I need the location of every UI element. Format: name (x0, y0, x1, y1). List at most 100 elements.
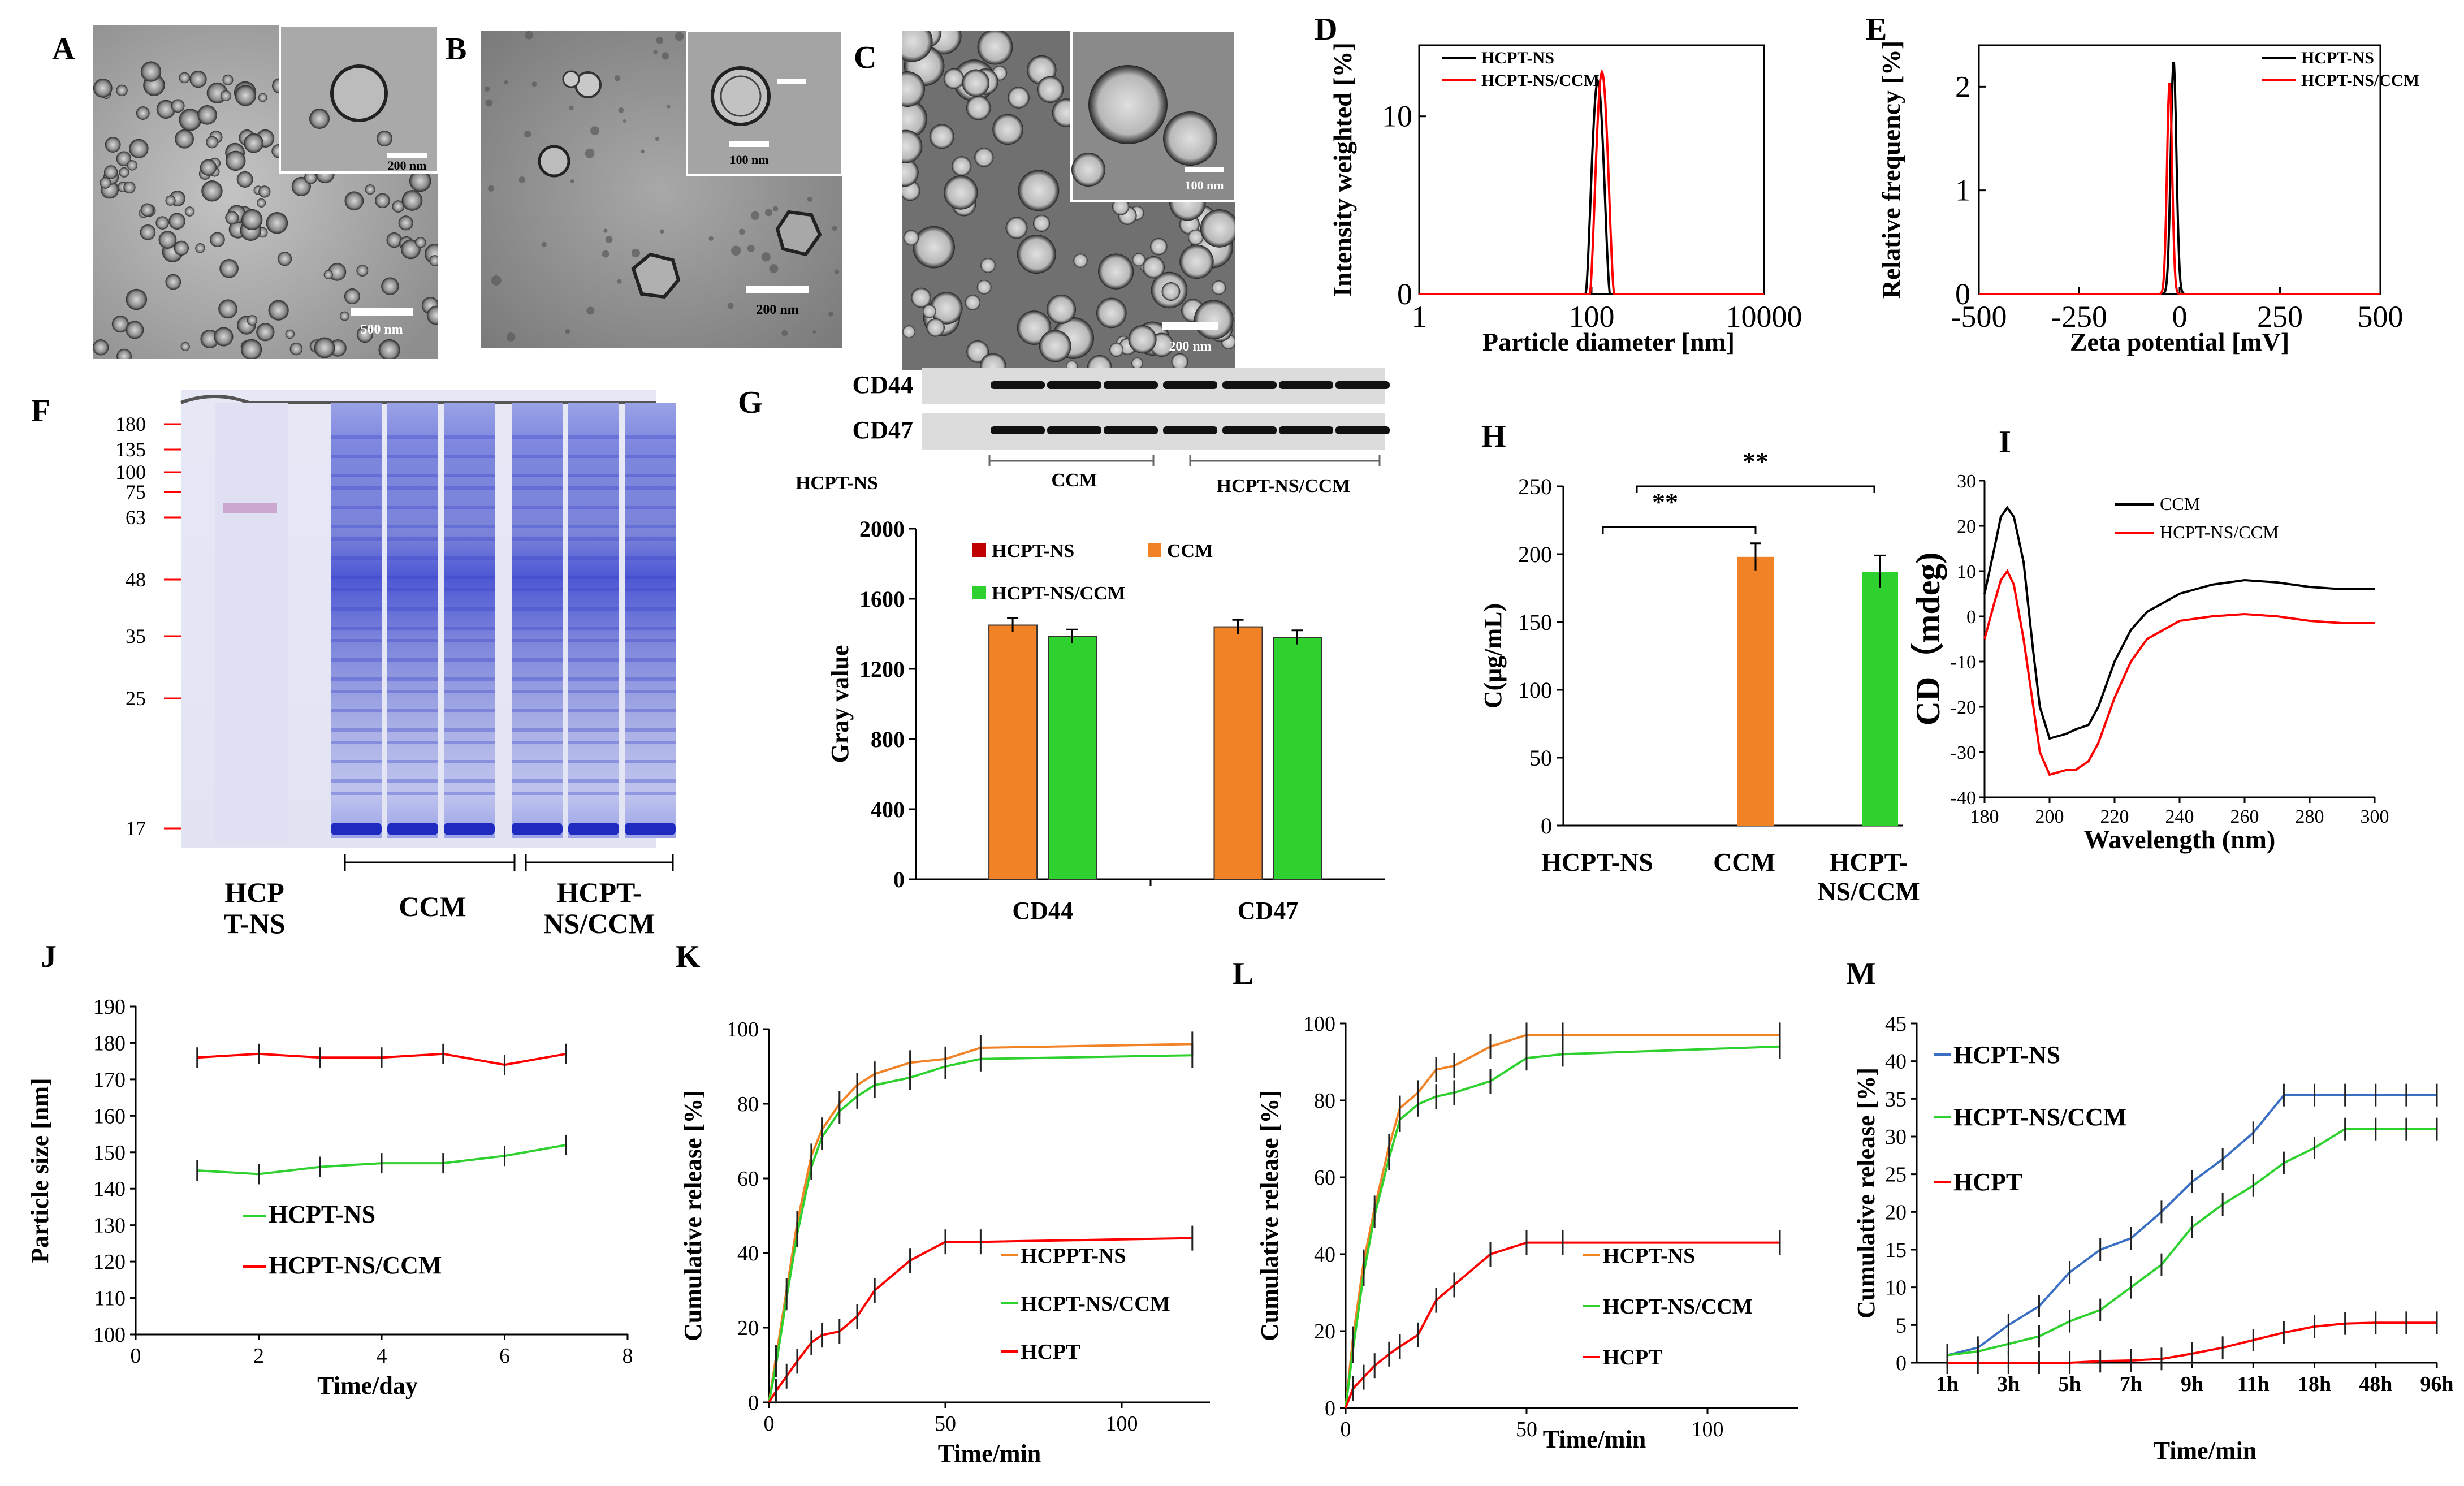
gel-band (625, 537, 676, 541)
gel-band (625, 792, 676, 795)
tick-label-e-y: 2 (1955, 70, 1970, 103)
tick-label-m-x: 3h (1997, 1372, 2020, 1396)
gel-band (512, 639, 563, 642)
tick-label-d-x: 100 (1569, 300, 1615, 334)
nanoparticle-a (171, 99, 185, 113)
gel-band (331, 792, 382, 795)
debris-b (491, 275, 502, 286)
gel-band (625, 639, 676, 642)
nanoparticle-a (140, 203, 154, 217)
gel-marker-label: 63 (126, 506, 146, 529)
chart-e-ylabel: Relative frequency [%] (1877, 41, 1905, 299)
gel-band (625, 690, 676, 693)
gel-band (568, 556, 619, 560)
debris-b (524, 131, 531, 138)
debris-b (602, 250, 609, 258)
blot-band (1222, 426, 1277, 434)
gel-band (512, 690, 563, 693)
tick-label-h-y: 100 (1518, 677, 1552, 703)
gel-marker-label: 180 (115, 413, 146, 435)
tick-label-k-x: 100 (1106, 1412, 1138, 1436)
vesicle-c (1142, 256, 1165, 279)
gel-band (568, 455, 619, 458)
gel-band (387, 741, 438, 744)
gel-band (387, 486, 438, 490)
gel-band (444, 474, 495, 477)
tick-label-d-x: 1 (1412, 300, 1427, 334)
debris-b (750, 211, 760, 220)
gel-band (444, 658, 495, 662)
gel-band (387, 792, 438, 795)
debris-b (781, 330, 788, 336)
gel-band (568, 576, 619, 579)
tick-label-j-x: 2 (253, 1344, 264, 1368)
debris-b (708, 236, 714, 241)
tick-label-h-y: 200 (1518, 542, 1552, 567)
vesicle-c (1098, 253, 1134, 290)
tick-label-l-y: 80 (1314, 1089, 1335, 1113)
nanoparticle-a (100, 177, 111, 189)
tem-micrograph-c: 100 nm 200 nm (902, 31, 1235, 370)
gel-band (331, 677, 382, 681)
gel-band (568, 506, 619, 509)
legend-label-j-hcpt-ns-ccm: HCPT-NS/CCM (269, 1251, 442, 1279)
series-line-l-2 (1345, 1241, 1780, 1409)
nanoparticle-a (386, 232, 402, 248)
gel-bottom-band (625, 823, 676, 835)
tick-label-d-y: 10 (1382, 100, 1412, 133)
gel-band (387, 435, 438, 439)
tick-label-l-x: 50 (1516, 1418, 1537, 1441)
panel-letter-m: M (1846, 956, 1876, 991)
gel-band (444, 639, 495, 642)
vesicle-c (1179, 244, 1214, 279)
gel-band (331, 639, 382, 642)
sig-bracket-h-2 (1636, 485, 1875, 493)
chart-g-svg: CD44 CD47 HCPT-NS CCM HCPT-NS/CCM 0 400 80… (796, 368, 1390, 925)
gel-band (331, 658, 382, 662)
chart-k-ylabel: Cumulative release [%] (679, 1090, 707, 1341)
blot-band (991, 381, 1045, 389)
nanoparticle-a (200, 159, 217, 176)
gel-band (444, 728, 495, 732)
gel-band (512, 455, 563, 458)
tick-label-k-y: 40 (737, 1242, 759, 1265)
vesicle-c (1073, 253, 1088, 268)
series-line-i-1 (1983, 569, 2375, 776)
gel-band (568, 792, 619, 795)
legend-label-g: CCM (1167, 541, 1213, 561)
gel-band (625, 677, 676, 681)
debris-b (653, 50, 658, 54)
series-line-i-0 (1983, 506, 2375, 740)
vesicle-c (943, 175, 978, 210)
gel-band (625, 455, 676, 458)
nanoparticle-a (426, 305, 438, 325)
tick-label-i-y: -20 (1951, 697, 1976, 718)
series-line-m-1 (1947, 1128, 2437, 1357)
tick-label-j-y: 150 (93, 1141, 126, 1165)
gel-band (444, 607, 495, 611)
blot-group-hcpt: HCPT-NS (796, 473, 878, 494)
debris-b (623, 119, 626, 123)
panel-letter-b: B (446, 32, 467, 67)
debris-b (662, 52, 669, 60)
chart-l-svg: 0 20 40 60 80 100 0 50 100 HCPT-NS HCPT-NS/CCM HCP… (1256, 1012, 1798, 1453)
legend-swatch-g (1148, 543, 1161, 557)
gel-band (387, 639, 438, 642)
nanoparticle-a (340, 311, 349, 321)
nanoparticle-a (155, 216, 169, 230)
tem-micrograph-a: 200 nm 500 nm (93, 25, 438, 359)
scale-label-c-inset: 100 nm (1185, 178, 1224, 192)
nanoparticle-a (225, 211, 239, 225)
tick-label-l-x: 100 (1692, 1418, 1724, 1441)
nanoparticle-a (429, 255, 438, 266)
gel-band (512, 728, 563, 732)
blot-band (1335, 426, 1390, 434)
tick-label-j-y: 120 (93, 1250, 126, 1274)
tick-label-k-y: 100 (727, 1018, 759, 1042)
category-label-g: CD47 (1238, 897, 1299, 925)
gel-band (568, 677, 619, 681)
gel-band (444, 435, 495, 439)
debris-b (747, 244, 755, 253)
vesicle-c (1032, 214, 1051, 232)
scale-label-a-main: 500 nm (360, 322, 403, 337)
